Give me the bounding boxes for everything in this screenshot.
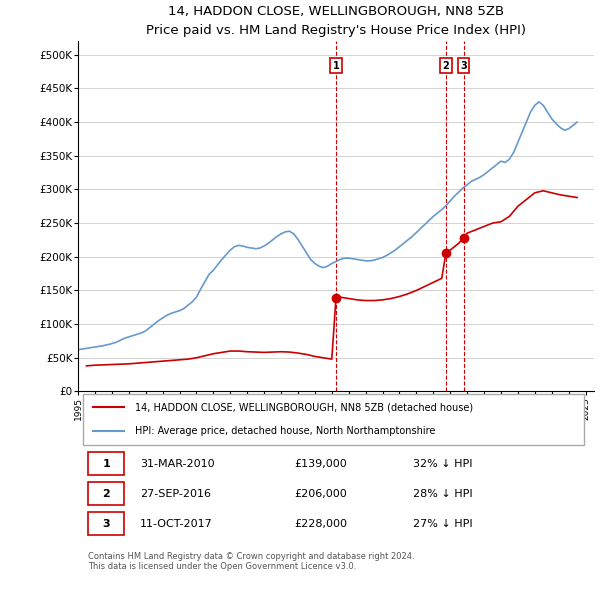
Text: 1: 1 — [103, 459, 110, 469]
Text: £206,000: £206,000 — [295, 489, 347, 499]
Text: 27% ↓ HPI: 27% ↓ HPI — [413, 519, 473, 529]
Text: 28% ↓ HPI: 28% ↓ HPI — [413, 489, 473, 499]
Text: Contains HM Land Registry data © Crown copyright and database right 2024.
This d: Contains HM Land Registry data © Crown c… — [88, 552, 415, 572]
Text: 11-OCT-2017: 11-OCT-2017 — [140, 519, 212, 529]
FancyBboxPatch shape — [88, 452, 124, 476]
Text: 14, HADDON CLOSE, WELLINGBOROUGH, NN8 5ZB (detached house): 14, HADDON CLOSE, WELLINGBOROUGH, NN8 5Z… — [135, 402, 473, 412]
Text: £139,000: £139,000 — [295, 459, 347, 469]
Text: 3: 3 — [460, 61, 467, 71]
Text: 2: 2 — [103, 489, 110, 499]
Text: 3: 3 — [103, 519, 110, 529]
FancyBboxPatch shape — [83, 394, 584, 445]
FancyBboxPatch shape — [88, 512, 124, 535]
Title: 14, HADDON CLOSE, WELLINGBOROUGH, NN8 5ZB
Price paid vs. HM Land Registry's Hous: 14, HADDON CLOSE, WELLINGBOROUGH, NN8 5Z… — [146, 5, 526, 37]
Text: 32% ↓ HPI: 32% ↓ HPI — [413, 459, 473, 469]
FancyBboxPatch shape — [88, 482, 124, 506]
Text: 27-SEP-2016: 27-SEP-2016 — [140, 489, 211, 499]
Text: 2: 2 — [443, 61, 449, 71]
Text: 31-MAR-2010: 31-MAR-2010 — [140, 459, 215, 469]
Text: 1: 1 — [332, 61, 340, 71]
Text: £228,000: £228,000 — [295, 519, 348, 529]
Text: HPI: Average price, detached house, North Northamptonshire: HPI: Average price, detached house, Nort… — [135, 425, 435, 435]
